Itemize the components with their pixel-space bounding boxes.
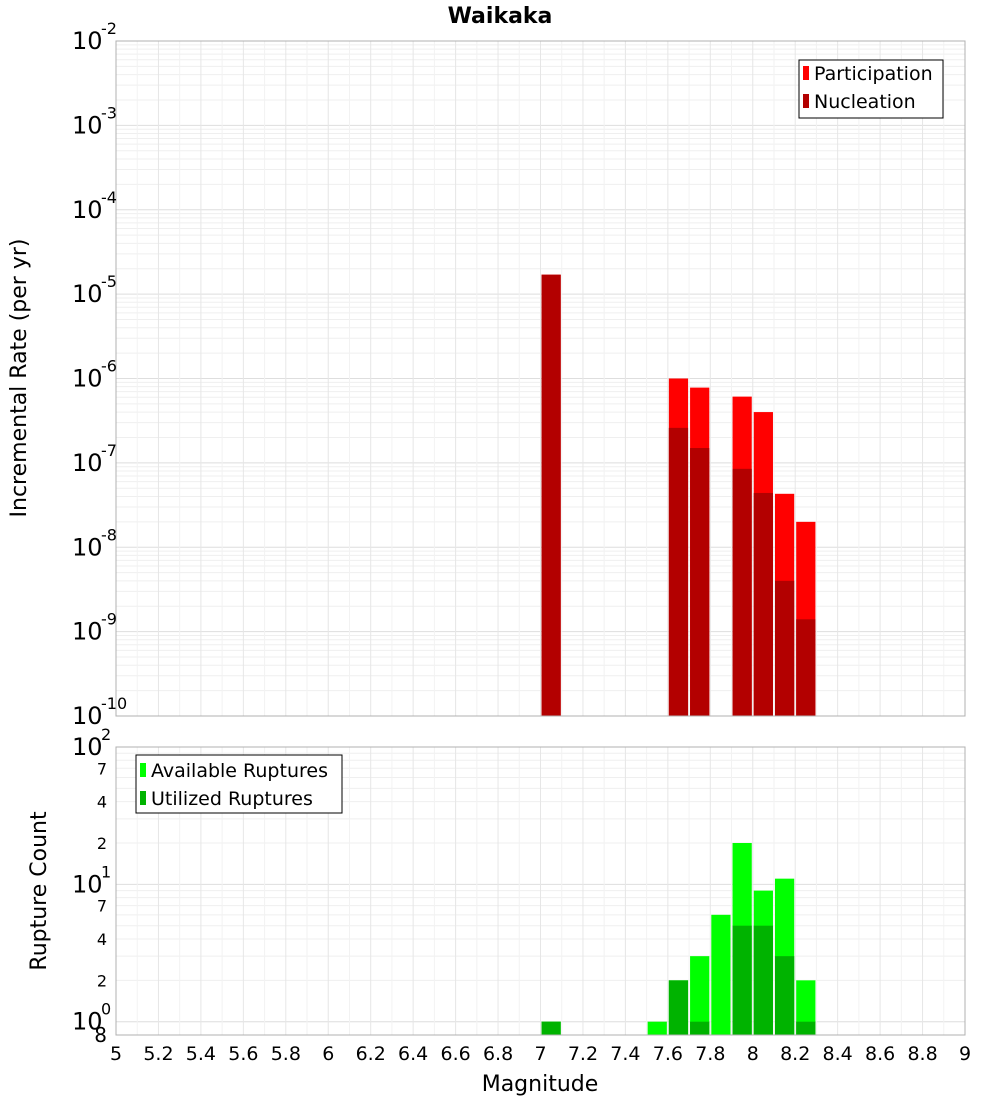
top-y-tick-base: 10 <box>72 449 103 477</box>
bottom-legend-label: Utilized Ruptures <box>151 788 313 810</box>
bottom-y-tick-base: 10 <box>72 1008 103 1036</box>
x-tick-label: 7.6 <box>653 1043 683 1065</box>
utilized-ruptures-bar <box>732 925 752 1035</box>
nucleation-bar <box>796 619 816 716</box>
x-tick-label: 6.4 <box>398 1043 428 1065</box>
bottom-legend-box <box>135 754 343 814</box>
x-tick-label: 5 <box>110 1043 122 1065</box>
x-tick-label: 7.4 <box>610 1043 640 1065</box>
x-tick-label: 6 <box>322 1043 334 1065</box>
bottom-y-tick-exponent: 1 <box>101 862 111 881</box>
top-legend-swatch <box>803 66 809 80</box>
x-tick-label: 5.6 <box>228 1043 258 1065</box>
utilized-ruptures-bar <box>541 1021 561 1035</box>
top-plot-border <box>115 40 966 717</box>
top-y-tick-base: 10 <box>72 27 103 55</box>
top-y-tick-exponent: -4 <box>101 188 117 207</box>
chart-title: Waikaka <box>448 4 553 29</box>
x-tick-label: 7.2 <box>568 1043 598 1065</box>
top-y-tick-exponent: -6 <box>101 357 117 376</box>
top-y-tick-base: 10 <box>72 618 103 646</box>
available-ruptures-bar <box>711 914 731 1035</box>
bottom-y-floor-tick: 8 <box>94 1023 107 1047</box>
nucleation-bar <box>753 492 773 716</box>
x-tick-label: 6.8 <box>483 1043 513 1065</box>
bottom-y-tick-base: 10 <box>72 870 103 898</box>
top-y-tick-base: 10 <box>72 702 103 730</box>
top-y-tick-exponent: -7 <box>101 441 117 460</box>
nucleation-bar <box>732 468 752 716</box>
nucleation-bar <box>541 274 561 716</box>
nucleation-bar <box>690 448 710 716</box>
x-tick-label: 5.2 <box>143 1043 173 1065</box>
top-y-tick-base: 10 <box>72 280 103 308</box>
top-y-tick-base: 10 <box>72 111 103 139</box>
bottom-y-axis-label: Rupture Count <box>27 811 52 971</box>
x-tick-label: 9 <box>959 1043 971 1065</box>
x-tick-label: 5.4 <box>186 1043 216 1065</box>
utilized-ruptures-bar <box>690 1021 710 1035</box>
bottom-y-minor-tick: 4 <box>97 930 107 949</box>
nucleation-bar <box>668 427 689 716</box>
top-legend-label: Nucleation <box>814 91 916 113</box>
x-tick-label: 6.6 <box>440 1043 470 1065</box>
x-tick-label: 6.2 <box>356 1043 386 1065</box>
top-y-tick-exponent: -2 <box>101 19 117 38</box>
x-tick-label: 8.4 <box>823 1043 853 1065</box>
bottom-y-minor-tick: 4 <box>97 793 107 812</box>
x-tick-label: 5.8 <box>271 1043 301 1065</box>
x-axis-label: Magnitude <box>482 1072 599 1097</box>
top-legend-box <box>798 59 944 119</box>
x-tick-label: 8 <box>747 1043 759 1065</box>
bottom-legend-label: Available Ruptures <box>151 760 328 782</box>
top-y-axis-label: Incremental Rate (per yr) <box>7 239 32 518</box>
top-y-tick-base: 10 <box>72 533 103 561</box>
bottom-y-tick-exponent: 0 <box>101 1000 111 1019</box>
nucleation-bar <box>774 580 795 716</box>
x-tick-label: 8.6 <box>865 1043 895 1065</box>
bottom-y-minor-tick: 2 <box>97 971 107 990</box>
bottom-y-minor-tick: 7 <box>97 759 107 778</box>
top-legend-label: Participation <box>814 63 933 85</box>
top-y-tick-base: 10 <box>72 196 103 224</box>
utilized-ruptures-bar <box>753 925 773 1035</box>
available-ruptures-bar <box>647 1021 667 1035</box>
available-ruptures-bar <box>796 980 816 1035</box>
x-tick-label: 7.8 <box>695 1043 725 1065</box>
utilized-ruptures-bar <box>774 956 795 1035</box>
top-y-tick-exponent: -10 <box>101 694 127 713</box>
top-y-tick-exponent: -9 <box>101 610 117 629</box>
utilized-ruptures-bar <box>668 980 689 1035</box>
x-tick-label: 7 <box>534 1043 546 1065</box>
top-y-tick-exponent: -8 <box>101 525 117 544</box>
top-y-tick-base: 10 <box>72 365 103 393</box>
bottom-plot-border <box>115 746 966 1036</box>
bottom-y-minor-tick: 7 <box>97 897 107 916</box>
x-tick-label: 8.2 <box>780 1043 810 1065</box>
bottom-y-tick-base: 10 <box>72 733 103 761</box>
bottom-y-minor-tick: 2 <box>97 834 107 853</box>
available-ruptures-bar <box>690 956 710 1035</box>
bottom-legend-swatch <box>140 791 146 805</box>
top-legend-swatch <box>803 94 809 108</box>
bottom-legend-swatch <box>140 763 146 777</box>
bottom-y-tick-exponent: 2 <box>101 725 111 744</box>
x-tick-label: 8.8 <box>907 1043 937 1065</box>
top-y-tick-exponent: -5 <box>101 272 117 291</box>
utilized-ruptures-bar <box>796 1021 816 1035</box>
top-y-tick-exponent: -3 <box>101 103 117 122</box>
